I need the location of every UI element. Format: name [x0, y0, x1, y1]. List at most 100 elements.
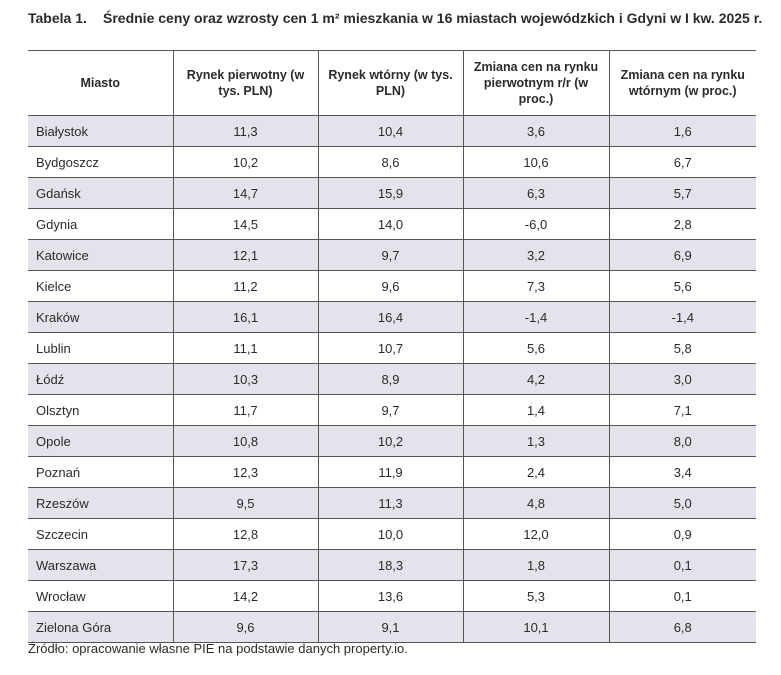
value-cell: 16,4	[318, 301, 464, 333]
city-cell: Gdańsk	[28, 177, 174, 209]
value-cell: 7,3	[463, 270, 610, 302]
value-cell: 11,3	[318, 487, 464, 519]
table-body: Białystok 11,3 10,4 3,6 1,6 Bydgoszcz 10,2 8,6 1…	[28, 115, 756, 643]
table-row: Opole 10,8 10,2 1,3 8,0	[28, 425, 756, 457]
value-cell: 3,6	[463, 115, 610, 147]
value-cell: 12,8	[173, 518, 319, 550]
table-row: Olsztyn 11,7 9,7 1,4 7,1	[28, 394, 756, 426]
value-cell: 5,6	[463, 332, 610, 364]
value-cell: 11,2	[173, 270, 319, 302]
value-cell: 5,3	[463, 580, 610, 612]
table-row: Poznań 12,3 11,9 2,4 3,4	[28, 456, 756, 488]
value-cell: 10,2	[173, 146, 319, 178]
table-row: Wrocław 14,2 13,6 5,3 0,1	[28, 580, 756, 612]
value-cell: 6,9	[609, 239, 756, 271]
value-cell: 5,6	[609, 270, 756, 302]
value-cell: 9,7	[318, 394, 464, 426]
value-cell: 9,7	[318, 239, 464, 271]
value-cell: 1,8	[463, 549, 610, 581]
value-cell: 10,7	[318, 332, 464, 364]
city-cell: Kielce	[28, 270, 174, 302]
value-cell: 5,7	[609, 177, 756, 209]
value-cell: 12,0	[463, 518, 610, 550]
value-cell: 2,8	[609, 208, 756, 240]
table-row: Bydgoszcz 10,2 8,6 10,6 6,7	[28, 146, 756, 178]
value-cell: 10,4	[318, 115, 464, 147]
table-row: Szczecin 12,8 10,0 12,0 0,9	[28, 518, 756, 550]
city-cell: Opole	[28, 425, 174, 457]
value-cell: 8,9	[318, 363, 464, 395]
value-cell: 10,8	[173, 425, 319, 457]
value-cell: 2,4	[463, 456, 610, 488]
value-cell: 9,1	[318, 611, 464, 643]
value-cell: 14,5	[173, 208, 319, 240]
city-cell: Rzeszów	[28, 487, 174, 519]
city-cell: Szczecin	[28, 518, 174, 550]
value-cell: 1,3	[463, 425, 610, 457]
header-city: Miasto	[28, 50, 174, 116]
value-cell: 5,0	[609, 487, 756, 519]
value-cell: 17,3	[173, 549, 319, 581]
table-row: Warszawa 17,3 18,3 1,8 0,1	[28, 549, 756, 581]
table-row: Rzeszów 9,5 11,3 4,8 5,0	[28, 487, 756, 519]
value-cell: 0,9	[609, 518, 756, 550]
city-cell: Lublin	[28, 332, 174, 364]
value-cell: 9,5	[173, 487, 319, 519]
value-cell: 8,0	[609, 425, 756, 457]
city-cell: Kraków	[28, 301, 174, 333]
city-cell: Warszawa	[28, 549, 174, 581]
city-cell: Olsztyn	[28, 394, 174, 426]
value-cell: 8,6	[318, 146, 464, 178]
value-cell: 6,7	[609, 146, 756, 178]
value-cell: 10,1	[463, 611, 610, 643]
value-cell: 4,8	[463, 487, 610, 519]
city-cell: Katowice	[28, 239, 174, 271]
value-cell: 0,1	[609, 580, 756, 612]
table-title-text: Średnie ceny oraz wzrosty cen 1 m² miesz…	[103, 10, 763, 26]
value-cell: 13,6	[318, 580, 464, 612]
value-cell: 10,6	[463, 146, 610, 178]
value-cell: -6,0	[463, 208, 610, 240]
value-cell: -1,4	[609, 301, 756, 333]
table-header-row: Miasto Rynek pierwotny (w tys. PLN) Ryne…	[28, 50, 756, 116]
value-cell: 1,4	[463, 394, 610, 426]
value-cell: 5,8	[609, 332, 756, 364]
table-row: Gdańsk 14,7 15,9 6,3 5,7	[28, 177, 756, 209]
value-cell: 9,6	[318, 270, 464, 302]
source-note: Źródło: opracowanie własne PIE na podsta…	[28, 641, 408, 656]
header-secondary-market: Rynek wtórny (w tys. PLN)	[318, 50, 464, 116]
table-title-label: Tabela 1.	[28, 10, 87, 26]
value-cell: 6,8	[609, 611, 756, 643]
value-cell: 18,3	[318, 549, 464, 581]
value-cell: 4,2	[463, 363, 610, 395]
value-cell: 6,3	[463, 177, 610, 209]
city-cell: Poznań	[28, 456, 174, 488]
header-primary-market: Rynek pierwotny (w tys. PLN)	[173, 50, 319, 116]
value-cell: 3,4	[609, 456, 756, 488]
value-cell: 11,3	[173, 115, 319, 147]
value-cell: -1,4	[463, 301, 610, 333]
value-cell: 0,1	[609, 549, 756, 581]
value-cell: 10,2	[318, 425, 464, 457]
value-cell: 7,1	[609, 394, 756, 426]
city-cell: Bydgoszcz	[28, 146, 174, 178]
header-primary-change: Zmiana cen na rynku pierwotnym r/r (w pr…	[463, 50, 610, 116]
table-row: Lublin 11,1 10,7 5,6 5,8	[28, 332, 756, 364]
header-secondary-change: Zmiana cen na rynku wtórnym (w proc.)	[609, 50, 756, 116]
table-row: Łódź 10,3 8,9 4,2 3,0	[28, 363, 756, 395]
city-cell: Białystok	[28, 115, 174, 147]
value-cell: 14,2	[173, 580, 319, 612]
value-cell: 9,6	[173, 611, 319, 643]
city-cell: Zielona Góra	[28, 611, 174, 643]
value-cell: 12,1	[173, 239, 319, 271]
table-row: Białystok 11,3 10,4 3,6 1,6	[28, 115, 756, 147]
value-cell: 12,3	[173, 456, 319, 488]
value-cell: 14,7	[173, 177, 319, 209]
table-row: Kraków 16,1 16,4 -1,4 -1,4	[28, 301, 756, 333]
price-table: Miasto Rynek pierwotny (w tys. PLN) Ryne…	[28, 50, 756, 643]
table-row: Katowice 12,1 9,7 3,2 6,9	[28, 239, 756, 271]
value-cell: 3,0	[609, 363, 756, 395]
value-cell: 11,1	[173, 332, 319, 364]
value-cell: 3,2	[463, 239, 610, 271]
table-row: Kielce 11,2 9,6 7,3 5,6	[28, 270, 756, 302]
